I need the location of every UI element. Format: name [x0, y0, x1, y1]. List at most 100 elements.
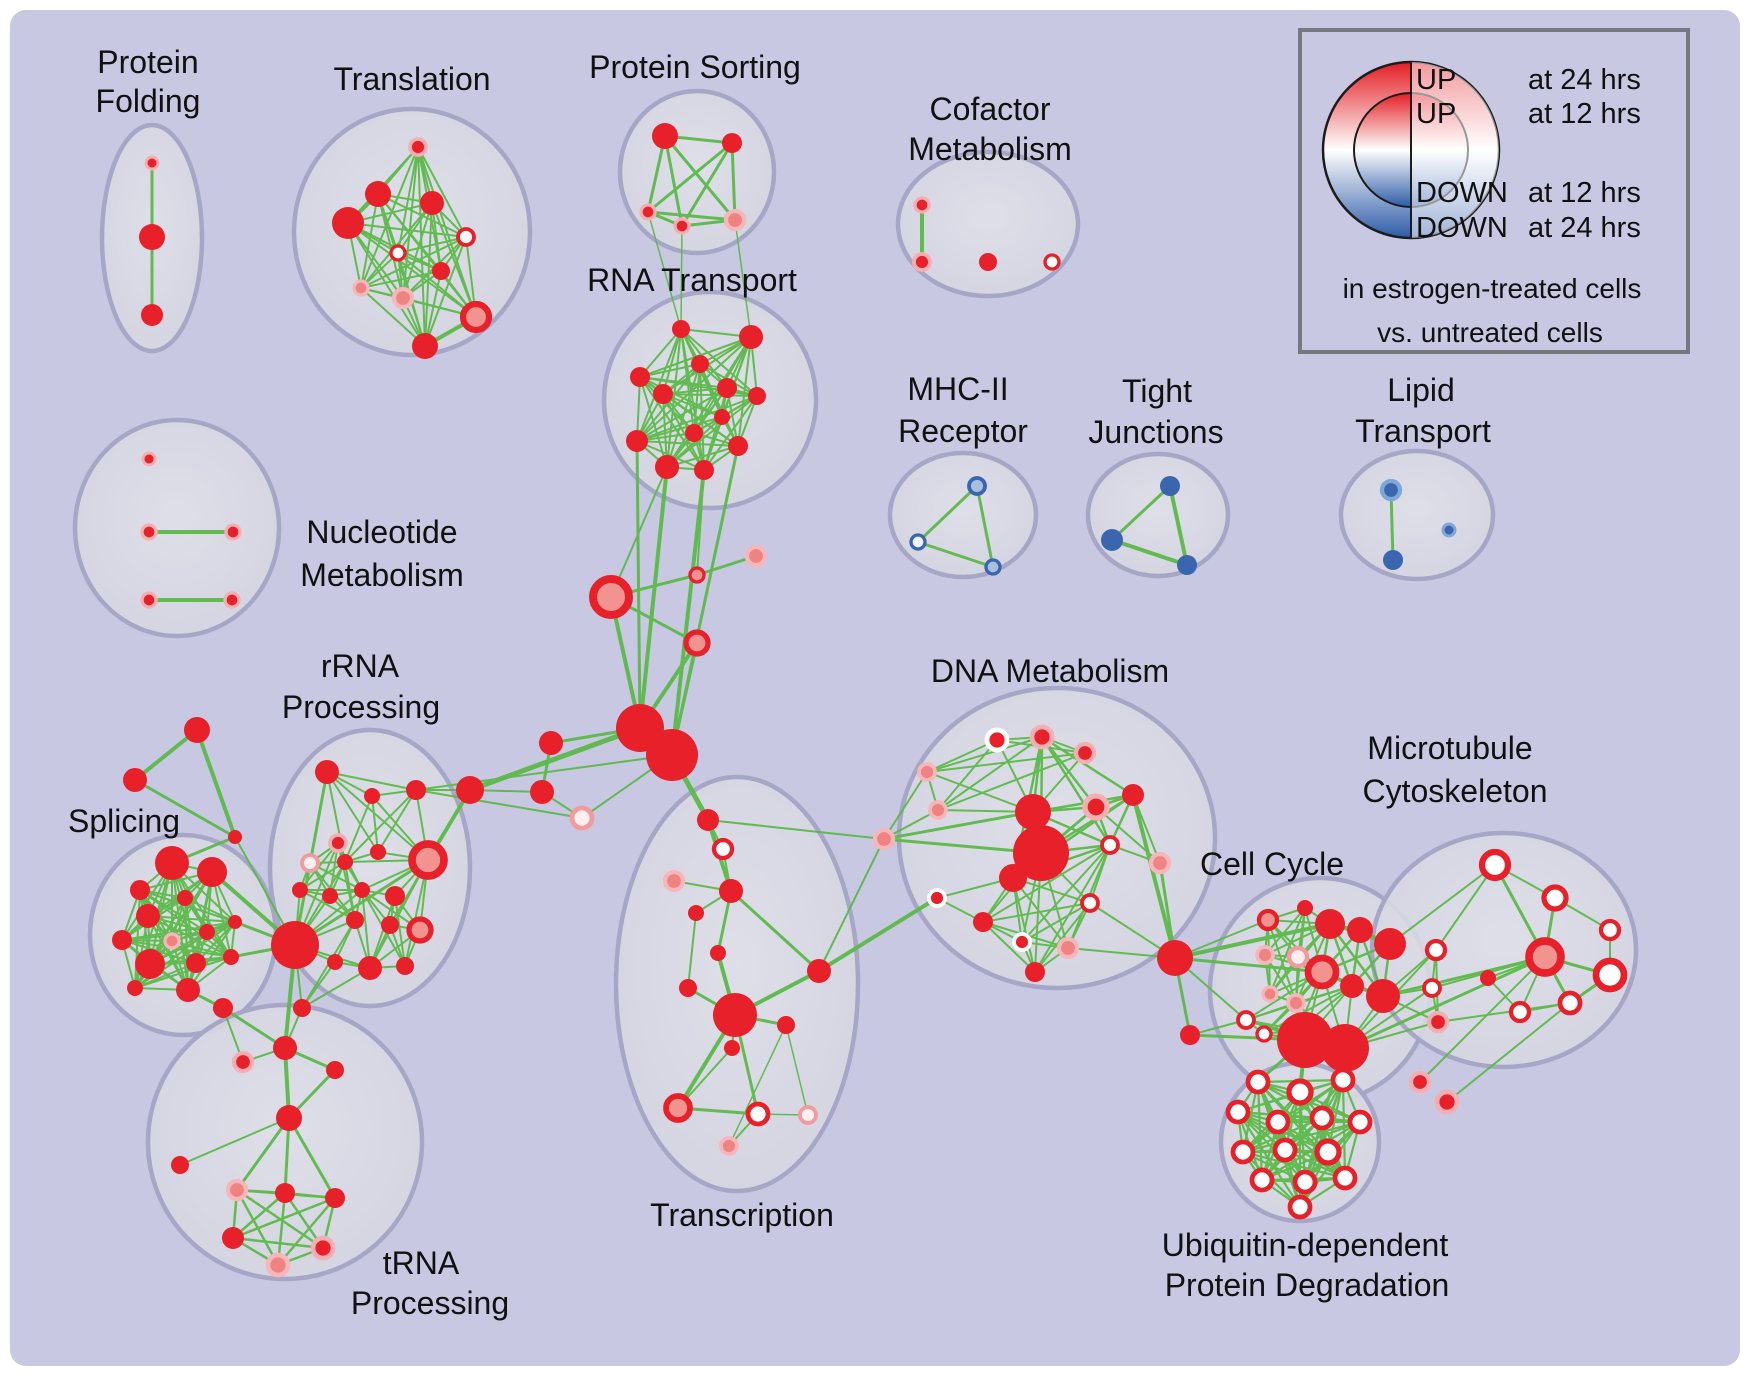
edge-n0-n6 — [326, 771, 379, 853]
edge-r9-h0 — [638, 465, 669, 730]
gene-node-p10 — [186, 953, 206, 973]
gene-node-x1 — [711, 837, 735, 861]
edge-u6-u7 — [1241, 1120, 1362, 1154]
cluster-label-lipid-transport-line0: Lipid — [1387, 372, 1455, 408]
gene-node-n2 — [406, 780, 426, 800]
edge-u6-u8 — [1283, 1120, 1362, 1152]
legend-direction-3: DOWN — [1416, 212, 1508, 244]
edge-n2-n6 — [377, 789, 417, 853]
gene-node-d4 — [1015, 794, 1051, 830]
edge-s1-s4 — [730, 141, 737, 222]
gene-node-f1 — [139, 224, 165, 250]
gene-node-d12 — [973, 912, 993, 932]
edge-n1-n6 — [371, 795, 379, 853]
cluster-label-cofactor-metabolism-line0: Cofactor — [930, 91, 1051, 127]
gene-node-k1 — [1297, 900, 1313, 916]
gene-node-m2 — [1598, 918, 1622, 942]
gene-node-k6 — [1286, 945, 1310, 969]
gene-node-k3 — [1347, 917, 1373, 943]
gene-node-q3 — [231, 1050, 255, 1074]
edge-r0-r10 — [680, 328, 705, 471]
cluster-label-rna-transport-line0: RNA Transport — [587, 262, 797, 298]
gene-node-t2 — [332, 207, 364, 239]
edge-p5-p10 — [121, 939, 197, 964]
edge-q9-q10 — [231, 1236, 325, 1250]
gene-node-m5 — [1557, 990, 1583, 1016]
gene-node-p1 — [197, 857, 227, 887]
gene-node-u6 — [1347, 1109, 1373, 1135]
gene-node-f2 — [141, 304, 163, 326]
gene-node-q4 — [276, 1105, 302, 1131]
edge-v0-v1 — [916, 484, 979, 544]
cluster-ellipse-cofactor-metabolism — [895, 149, 1081, 299]
gene-node-g1 — [140, 523, 158, 541]
edge-r6-r9 — [666, 395, 758, 468]
gene-node-t8 — [391, 286, 415, 310]
edge-tb-tc — [133, 778, 237, 839]
gene-node-p9 — [135, 949, 165, 979]
gene-node-k20 — [1426, 1010, 1450, 1034]
cluster-label-microtubule-cytoskeleton-line0: Microtubule — [1367, 730, 1532, 766]
cluster-label-cell-cycle-line0: Cell Cycle — [1200, 846, 1344, 882]
gene-node-d8 — [1122, 784, 1144, 806]
edge-d8-d1 — [1040, 735, 1135, 797]
edge-s3-r0 — [680, 225, 683, 330]
edge-x9-x14 — [728, 1024, 787, 1147]
gene-node-s3 — [673, 217, 691, 235]
gene-node-p11 — [223, 949, 239, 965]
gene-node-p13 — [176, 978, 200, 1002]
edge-s1-s3 — [680, 141, 734, 228]
gene-node-s2 — [639, 203, 657, 221]
edge-q0-q1 — [221, 1006, 287, 1050]
edge-t0-t8 — [402, 146, 419, 299]
cluster-label-rrna-processing-line0: rRNA — [321, 648, 400, 684]
gene-node-n5 — [337, 854, 353, 870]
cluster-ellipse-lipid-transport — [1338, 448, 1496, 582]
gene-node-x6 — [807, 959, 831, 983]
gene-node-p12 — [127, 980, 143, 996]
gene-node-n1 — [364, 788, 380, 804]
edge-r8-r10 — [636, 440, 705, 471]
gene-node-d17 — [917, 762, 937, 782]
gene-node-d11 — [927, 888, 947, 908]
gene-node-q5 — [171, 1156, 189, 1174]
gene-node-u7 — [1230, 1139, 1256, 1165]
gene-node-n6 — [370, 844, 386, 860]
gene-node-d9 — [1100, 835, 1120, 855]
gene-node-x11 — [663, 1093, 693, 1123]
gene-node-d7 — [1082, 793, 1110, 821]
edge-x6-pp0 — [818, 838, 885, 972]
gene-node-f0 — [144, 155, 160, 171]
legend-time-2: at 12 hrs — [1528, 177, 1641, 209]
gene-node-lb — [456, 776, 484, 804]
network-nodes — [112, 123, 1628, 1278]
gene-node-rh — [271, 921, 319, 969]
edge-n8-n12 — [299, 889, 356, 921]
gene-node-d1 — [1029, 724, 1055, 750]
edge-r0-r4 — [662, 328, 682, 395]
gene-node-d3 — [928, 800, 948, 820]
gene-node-b1 — [530, 780, 554, 804]
gene-node-n18 — [293, 999, 311, 1017]
edge-t3-t8 — [402, 202, 433, 299]
edge-d4-d17 — [926, 771, 1034, 813]
edge-d14-d9 — [1021, 844, 1111, 943]
gene-node-g3 — [140, 591, 158, 609]
cluster-label-cofactor-metabolism-line1: Metabolism — [908, 131, 1072, 167]
cluster-label-translation-line0: Translation — [333, 61, 490, 97]
gene-node-r4 — [653, 384, 673, 404]
gene-node-x4 — [688, 905, 704, 921]
edge-p2-p8 — [139, 889, 236, 923]
gene-node-x2 — [662, 869, 686, 893]
gene-node-p8 — [228, 915, 242, 929]
gene-node-t6 — [432, 262, 450, 280]
gene-node-n9 — [322, 888, 338, 904]
gene-node-r0 — [672, 320, 690, 338]
edge-x4-x7 — [687, 912, 697, 989]
gene-node-k12 — [1236, 1010, 1256, 1030]
gene-node-d5 — [1013, 825, 1069, 881]
gene-node-g4 — [223, 591, 241, 609]
gene-node-r11 — [728, 436, 748, 456]
legend-faded-half — [1411, 62, 1499, 238]
edge-q4-q8 — [287, 1116, 337, 1200]
